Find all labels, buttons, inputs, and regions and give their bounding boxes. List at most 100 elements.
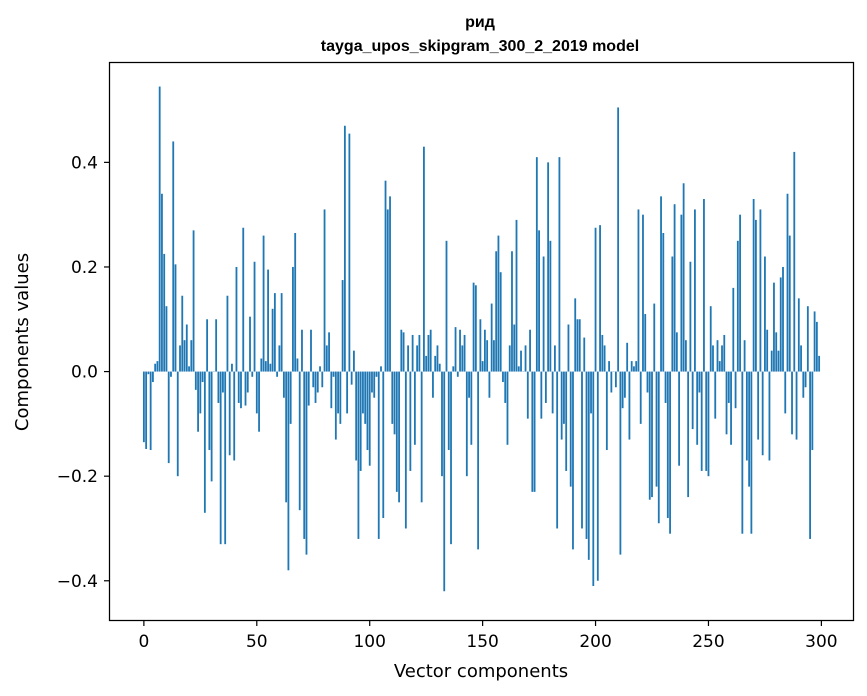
bar-component-159 [502,371,504,383]
bar-component-126 [427,334,430,372]
bar-component-22 [192,230,195,372]
bar-component-42 [237,371,240,403]
bar-component-191 [574,298,577,372]
bar-component-163 [511,251,513,372]
bar-component-211 [619,371,622,555]
bar-component-177 [542,256,545,372]
bar-component-70 [301,329,303,372]
bar-component-12 [170,371,172,377]
bar-component-121 [416,345,419,372]
bar-component-297 [813,311,816,372]
y-axis-label: Components values [12,253,33,431]
bar-component-8 [161,193,163,372]
bar-component-141 [461,345,464,372]
bar-component-150 [481,361,484,372]
bar-component-108 [386,209,389,372]
bar-component-129 [434,355,437,372]
bar-component-101 [371,371,373,393]
bar-component-97 [362,371,364,414]
bar-component-75 [312,371,315,388]
bar-component-105 [380,366,382,372]
bar-component-261 [732,287,735,372]
bar-component-226 [653,303,656,372]
bar-component-99 [366,371,369,451]
bar-component-236 [675,332,678,372]
bar-component-111 [393,371,396,435]
bar-component-221 [642,214,644,372]
y-tick-label: 0.0 [71,363,98,383]
bar-component-90 [346,371,349,414]
bar-component-295 [809,371,811,539]
bar-component-130 [436,345,439,372]
bar-component-156 [495,251,498,372]
bar-component-213 [624,371,626,398]
bar-component-27 [203,371,206,513]
bar-component-29 [208,371,211,451]
bar-component-144 [468,371,470,398]
bar-component-93 [353,350,355,372]
bar-component-277 [768,371,771,461]
bar-component-248 [703,198,705,372]
bar-component-160 [504,371,507,403]
bar-component-214 [626,342,629,372]
bar-component-54 [264,361,267,372]
bar-component-85 [334,371,337,440]
bar-component-100 [368,371,371,466]
bar-component-189 [569,371,572,487]
bar-component-53 [262,235,265,372]
bar-component-232 [666,371,669,519]
bar-component-65 [289,371,292,424]
bar-component-16 [179,345,181,372]
bar-component-227 [655,371,658,487]
bar-component-225 [651,371,653,498]
bar-component-135 [447,371,450,451]
x-axis-label: Vector components [394,661,568,682]
bar-component-245 [696,371,699,445]
bar-component-288 [793,151,796,372]
bar-component-6 [156,361,159,372]
bar-component-9 [163,253,166,372]
bar-component-223 [646,371,649,393]
bar-component-178 [544,371,547,403]
bar-component-196 [585,371,588,539]
bar-component-58 [273,293,276,372]
bar-component-200 [594,227,597,372]
x-tick-label: 0 [138,632,149,652]
bar-component-61 [280,293,283,372]
bar-component-265 [741,371,744,534]
bar-component-176 [540,371,543,419]
bar-component-26 [201,371,204,383]
bar-component-20 [188,366,190,372]
bar-component-103 [375,371,378,377]
bar-component-5 [154,363,157,372]
bar-component-231 [664,371,667,403]
bar-component-157 [497,235,500,372]
bar-component-284 [784,371,787,414]
bar-component-147 [474,285,477,372]
bar-component-270 [752,198,755,372]
bar-component-98 [364,371,367,424]
bar-component-84 [332,371,335,377]
bar-component-122 [418,334,421,372]
bar-component-0 [142,371,145,443]
bar-component-7 [158,86,161,372]
bar-component-2 [147,371,150,375]
bar-component-132 [441,371,443,477]
bar-component-267 [745,371,748,461]
bar-component-234 [671,256,674,372]
bar-component-36 [224,371,227,545]
bar-component-131 [438,363,441,372]
bar-component-222 [644,314,647,372]
bar-component-262 [734,371,737,409]
bar-component-246 [698,371,701,393]
bar-component-273 [759,209,762,372]
bar-component-11 [167,371,170,464]
x-tick-label: 300 [805,632,837,652]
bar-component-4 [152,371,154,383]
bar-component-299 [818,355,821,372]
bar-component-198 [590,371,592,414]
bar-component-240 [684,340,687,372]
bar-component-199 [592,371,595,586]
bar-component-192 [576,319,579,372]
